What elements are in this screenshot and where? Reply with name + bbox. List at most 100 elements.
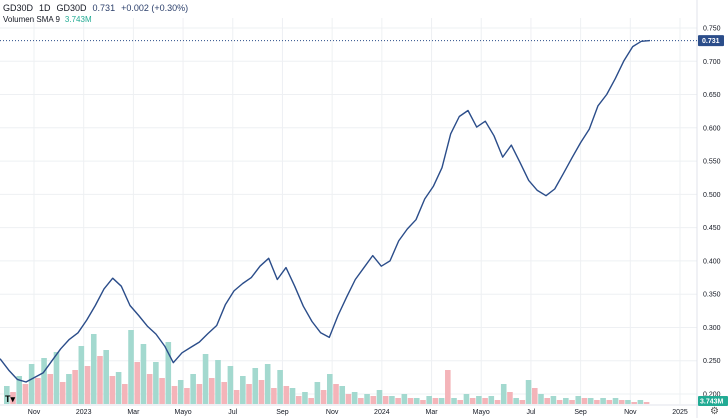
volume-bar-down bbox=[531, 388, 538, 404]
volume-bar-up bbox=[264, 364, 271, 404]
volume-bar-down bbox=[395, 398, 401, 404]
x-tick-label: Jul bbox=[228, 409, 237, 416]
x-tick-label: Mar bbox=[426, 409, 439, 416]
gear-icon[interactable]: ⚙ bbox=[710, 406, 719, 417]
volume-bar-down bbox=[556, 400, 563, 404]
y-tick-label: 0.200 bbox=[703, 392, 721, 399]
volume-bar-down bbox=[420, 400, 426, 404]
volume-bar-up bbox=[476, 396, 482, 404]
price-line bbox=[0, 39, 651, 383]
volume-bar-up bbox=[488, 396, 495, 404]
volume-bar-up bbox=[252, 368, 259, 404]
volume-bar-up bbox=[364, 394, 370, 404]
volume-indicator-value: 3.743M bbox=[64, 14, 92, 24]
volume-bar-up bbox=[103, 350, 109, 404]
volume-bar-up bbox=[513, 398, 519, 404]
volume-bar-down bbox=[122, 384, 128, 404]
volume-bar-down bbox=[445, 370, 451, 404]
volume-bar-down bbox=[84, 366, 91, 404]
volume-bar-up bbox=[4, 386, 10, 404]
volume-bar-up bbox=[426, 396, 432, 404]
volume-bar-down bbox=[407, 398, 414, 404]
x-tick-label: Nov bbox=[326, 409, 339, 416]
volume-bar-down bbox=[320, 390, 327, 404]
ticker-label: GD30D bbox=[56, 3, 87, 13]
volume-bar-up bbox=[190, 374, 196, 404]
volume-bars bbox=[4, 330, 650, 404]
symbol-legend[interactable]: GD30D 1D GD30D 0.731 +0.002 (+0.30%) bbox=[3, 1, 188, 15]
price-axis[interactable]: 0.750 0.700 0.650 0.600 0.550 0.500 0.450 0.400… bbox=[703, 25, 721, 398]
x-tick-label: Jul bbox=[526, 409, 535, 416]
volume-bar-up bbox=[327, 374, 333, 404]
price-change: +0.002 (+0.30%) bbox=[121, 3, 189, 13]
volume-bar-down bbox=[544, 398, 550, 404]
volume-bar-down bbox=[22, 384, 29, 404]
volume-bar-down bbox=[283, 386, 290, 404]
volume-bar-down bbox=[35, 378, 41, 404]
volume-bar-down bbox=[432, 398, 439, 404]
volume-bar-down bbox=[382, 396, 389, 404]
volume-bar-up bbox=[153, 362, 159, 404]
volume-badge bbox=[698, 396, 728, 406]
x-tick-label: Mayo bbox=[175, 409, 192, 416]
volume-bar-up bbox=[28, 364, 35, 404]
x-tick-label: Mayo bbox=[473, 409, 490, 416]
volume-bar-down bbox=[221, 382, 227, 404]
volume-badge-label: 3.743M bbox=[700, 399, 724, 406]
volume-bar-down bbox=[258, 380, 265, 404]
volume-bar-down bbox=[308, 398, 314, 404]
last-price-badges: 0.731 3.743M bbox=[698, 35, 728, 406]
volume-bar-up bbox=[500, 384, 507, 404]
volume-bar-up bbox=[401, 394, 408, 404]
volume-bar-down bbox=[594, 400, 600, 404]
y-tick-label: 0.600 bbox=[703, 125, 721, 132]
volume-bar-up bbox=[53, 352, 60, 404]
volume-bar-down bbox=[10, 392, 16, 404]
x-tick-label: Sep bbox=[276, 409, 289, 416]
y-tick-label: 0.700 bbox=[703, 59, 721, 66]
volume-bar-down bbox=[618, 400, 625, 404]
volume-bar-down bbox=[581, 398, 588, 404]
y-tick-label: 0.300 bbox=[703, 325, 721, 332]
y-tick-label: 0.500 bbox=[703, 192, 721, 199]
y-tick-label: 0.650 bbox=[703, 92, 721, 99]
volume-bar-up bbox=[215, 360, 221, 404]
volume-bar-up bbox=[289, 388, 296, 404]
volume-legend[interactable]: Volumen SMA 9 3.743M bbox=[3, 13, 92, 25]
volume-bar-down bbox=[171, 386, 178, 404]
volume-bar-up bbox=[538, 394, 544, 404]
y-tick-label: 0.450 bbox=[703, 225, 721, 232]
x-tick-label: Sep bbox=[574, 409, 587, 416]
symbol-name[interactable]: GD30D bbox=[3, 3, 34, 13]
volume-bar-down bbox=[146, 374, 153, 404]
volume-bar-up bbox=[550, 396, 557, 404]
volume-bar-up bbox=[389, 396, 395, 404]
volume-bar-down bbox=[631, 402, 637, 404]
volume-bar-up bbox=[16, 376, 23, 404]
time-axis[interactable]: Nov 2023 Mar Mayo Jul Sep Nov 2024 Mar Mayo Jul Sep… bbox=[28, 409, 688, 416]
volume-bar-up bbox=[625, 400, 631, 404]
volume-bar-down bbox=[97, 356, 103, 404]
volume-bar-down bbox=[109, 376, 116, 404]
interval-label[interactable]: 1D bbox=[39, 3, 51, 13]
volume-bar-down bbox=[333, 384, 339, 404]
volume-bar-up bbox=[302, 392, 308, 404]
volume-bar-up bbox=[66, 374, 72, 404]
volume-bar-down bbox=[72, 370, 78, 404]
volume-bar-down bbox=[208, 378, 215, 404]
volume-bar-up bbox=[314, 382, 321, 404]
y-tick-label: 0.750 bbox=[703, 25, 721, 32]
x-tick-label: 2024 bbox=[374, 409, 390, 416]
volume-bar-down bbox=[295, 396, 302, 404]
volume-bar-up bbox=[600, 398, 606, 404]
volume-bar-up bbox=[376, 390, 383, 404]
volume-bar-up bbox=[78, 346, 85, 404]
y-tick-label: 0.550 bbox=[703, 159, 721, 166]
current-price: 0.731 bbox=[92, 3, 116, 13]
x-tick-label: 2025 bbox=[672, 409, 688, 416]
volume-bar-down bbox=[507, 392, 513, 404]
tradingview-logo-icon[interactable]: T▾ bbox=[5, 394, 16, 404]
volume-bar-up bbox=[41, 358, 47, 404]
